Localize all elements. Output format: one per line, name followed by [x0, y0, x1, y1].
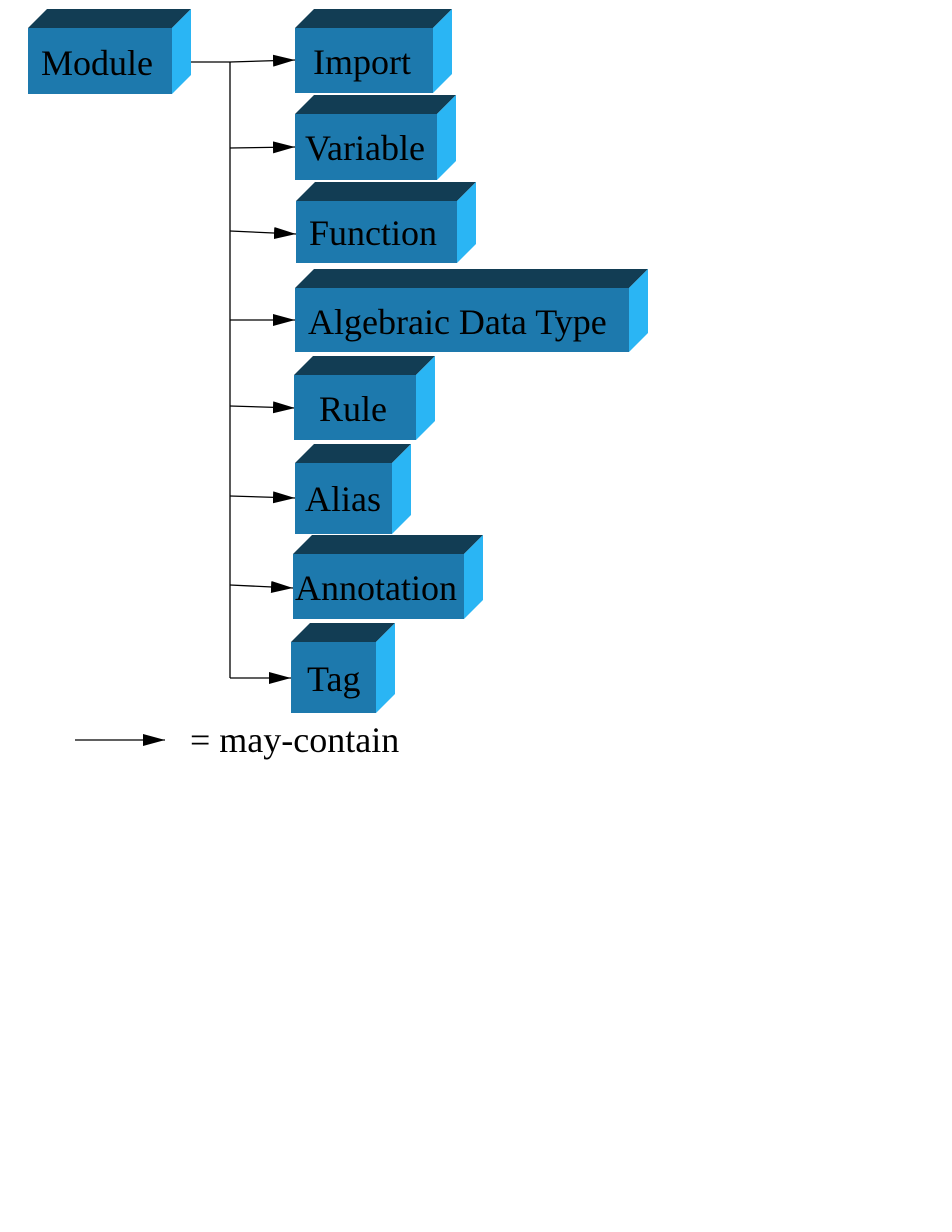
function-box: Function [296, 182, 476, 263]
import-box-front [295, 28, 433, 93]
function-box-side [457, 182, 476, 263]
algebraic-data-type-label: Algebraic Data Type [308, 302, 607, 342]
legend: = may-contain [75, 720, 399, 760]
variable-box-top [295, 95, 456, 114]
variable-box-front [295, 114, 437, 180]
alias-box-front [295, 463, 392, 534]
import-label: Import [313, 42, 411, 82]
import-box-side [433, 9, 452, 93]
alias-label: Alias [305, 479, 381, 519]
arrow-to-function [229, 227, 297, 239]
import-box-top [295, 9, 452, 28]
variable-label: Variable [305, 128, 425, 168]
rule-box-front [294, 375, 416, 440]
arrow-to-rule [229, 401, 296, 414]
alias-box: Alias [295, 444, 411, 534]
rule-box: Rule [294, 356, 435, 440]
tag-box-top [291, 623, 395, 642]
rule-label: Rule [319, 389, 387, 429]
legend-label: = may-contain [190, 720, 399, 760]
module-box-front [28, 28, 172, 94]
arrow-to-import [229, 54, 296, 67]
tag-label: Tag [307, 659, 360, 699]
annotation-label: Annotation [295, 568, 457, 608]
tag-box-front [291, 642, 376, 713]
tag-box: Tag [291, 623, 395, 713]
alias-box-side [392, 444, 411, 534]
function-box-top [296, 182, 476, 201]
import-box: Import [295, 9, 452, 93]
rule-box-top [294, 356, 435, 375]
variable-box-side [437, 95, 456, 180]
algebraic-data-type-box-front [295, 288, 629, 352]
algebraic-data-type-box: Algebraic Data Type [295, 269, 648, 352]
function-box-front [296, 201, 457, 263]
annotation-box-top [293, 535, 483, 554]
algebraic-data-type-box-top [295, 269, 648, 288]
rule-box-side [416, 356, 435, 440]
module-box-side [172, 9, 191, 94]
connectors [172, 54, 297, 684]
annotation-box: Annotation [293, 535, 483, 619]
arrow-to-alias [229, 491, 296, 504]
variable-box: Variable [295, 95, 456, 180]
module-box-top [28, 9, 191, 28]
algebraic-data-type-box-side [629, 269, 648, 352]
function-label: Function [309, 213, 437, 253]
arrow-to-variable [229, 141, 296, 154]
annotation-box-side [464, 535, 483, 619]
arrow-to-annotation [229, 580, 294, 593]
annotation-box-front [293, 554, 464, 619]
module-box: Module [28, 9, 191, 94]
module-label: Module [41, 43, 153, 83]
alias-box-top [295, 444, 411, 463]
tag-box-side [376, 623, 395, 713]
